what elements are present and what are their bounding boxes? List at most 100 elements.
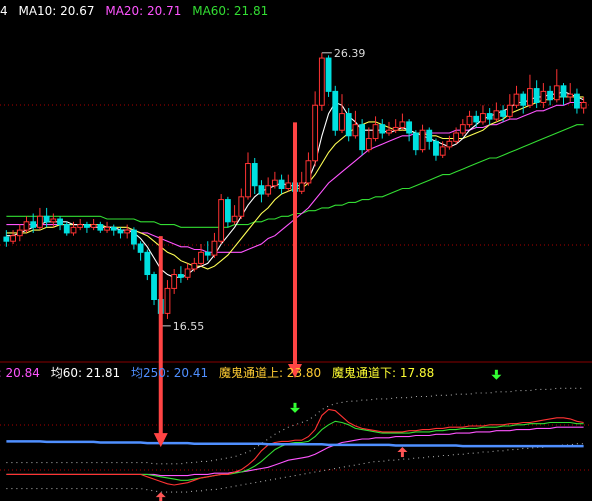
candle-37 xyxy=(251,157,258,195)
indicator-fast-line xyxy=(6,408,584,486)
candle-body xyxy=(325,57,332,92)
candle-body xyxy=(104,226,110,231)
annotation-label-1: 16.55 xyxy=(173,320,205,333)
candle-body xyxy=(271,179,278,187)
candle-46 xyxy=(312,91,319,167)
candle-8 xyxy=(57,216,63,231)
candle-40 xyxy=(271,171,278,189)
candle-body xyxy=(30,221,37,228)
candle-body xyxy=(63,224,70,234)
candle-60 xyxy=(406,119,413,142)
candle-body xyxy=(574,93,580,109)
candle-body xyxy=(446,140,453,148)
sell-signal-0 xyxy=(290,402,300,413)
candle-38 xyxy=(258,180,265,203)
arrow-shaft xyxy=(293,402,297,408)
candle-body xyxy=(372,124,379,140)
candle-body xyxy=(453,132,460,142)
candle-83 xyxy=(560,83,567,106)
candle-body xyxy=(406,121,413,134)
candle-body xyxy=(473,115,480,123)
legend-channel-upper: 魔鬼通道上: 23.80 xyxy=(218,366,322,380)
candle-75 xyxy=(506,94,513,120)
candle-body xyxy=(3,236,10,242)
indicator-slow-line xyxy=(6,420,584,481)
candle-body xyxy=(345,113,352,137)
candle-4 xyxy=(30,213,37,233)
candle-33 xyxy=(224,196,231,228)
candle-30 xyxy=(204,241,211,261)
candle-body xyxy=(305,160,312,184)
candle-body xyxy=(312,104,319,162)
candle-44 xyxy=(298,171,305,195)
candle-body xyxy=(500,110,507,117)
candle-41 xyxy=(278,174,285,195)
candle-28 xyxy=(191,257,198,272)
candle-86 xyxy=(580,96,587,114)
candle-body xyxy=(204,251,211,256)
candle-body xyxy=(43,215,50,223)
candle-body xyxy=(16,229,23,237)
candle-82 xyxy=(553,69,560,103)
candle-49 xyxy=(332,85,339,136)
candle-body xyxy=(298,182,305,192)
candle-body xyxy=(278,179,285,190)
candle-body xyxy=(211,240,218,256)
candle-body xyxy=(513,93,520,106)
candle-body xyxy=(70,226,77,234)
candle-53 xyxy=(359,119,366,156)
candle-body xyxy=(386,129,392,134)
candle-27 xyxy=(184,263,191,281)
candle-body xyxy=(547,90,553,101)
legend-ma-partial: 0: 20.84 xyxy=(0,366,40,380)
legend-ma20: MA20: 20.71 xyxy=(105,4,182,18)
candle-body xyxy=(493,110,500,120)
candle-body xyxy=(151,274,157,300)
candle-70 xyxy=(473,110,480,128)
buy-signal-0 xyxy=(155,492,166,501)
candle-54 xyxy=(365,127,372,153)
indicator-panel xyxy=(6,387,584,493)
candle-body xyxy=(130,229,137,245)
annotation-label-0: 26.39 xyxy=(334,47,366,60)
candle-22 xyxy=(151,271,157,306)
sell-signal-1 xyxy=(491,369,502,380)
candle-body xyxy=(560,85,567,98)
candle-body xyxy=(57,218,63,226)
candle-55 xyxy=(372,116,379,142)
candle-body xyxy=(506,104,513,117)
candle-56 xyxy=(379,119,386,139)
candle-67 xyxy=(453,127,460,145)
candle-17 xyxy=(117,227,124,239)
candle-51 xyxy=(345,108,352,142)
price-annotations: 26.39 16.55 xyxy=(160,47,366,333)
candle-body xyxy=(137,243,144,253)
candle-body xyxy=(399,121,406,128)
candle-body xyxy=(332,90,339,131)
candle-72 xyxy=(486,108,493,125)
candle-body xyxy=(245,163,251,198)
candle-body xyxy=(191,262,198,270)
candle-body xyxy=(117,229,124,234)
candle-body xyxy=(177,274,184,278)
candle-71 xyxy=(480,105,486,125)
candle-body xyxy=(50,218,57,223)
candle-73 xyxy=(493,102,500,122)
candle-10 xyxy=(70,221,77,236)
candle-26 xyxy=(177,266,184,283)
candle-body xyxy=(486,113,493,120)
candle-35 xyxy=(238,188,245,220)
candle-body xyxy=(419,129,426,151)
candle-13 xyxy=(90,219,97,231)
avg250-line xyxy=(6,440,584,448)
candle-body xyxy=(466,115,473,126)
candle-76 xyxy=(513,85,520,109)
candle-24 xyxy=(164,280,171,319)
candle-body xyxy=(318,57,325,106)
candle-42 xyxy=(285,174,292,192)
candle-body xyxy=(83,224,90,228)
candle-body xyxy=(164,287,171,314)
long-arrow-1 xyxy=(288,122,302,378)
candle-57 xyxy=(386,121,392,136)
